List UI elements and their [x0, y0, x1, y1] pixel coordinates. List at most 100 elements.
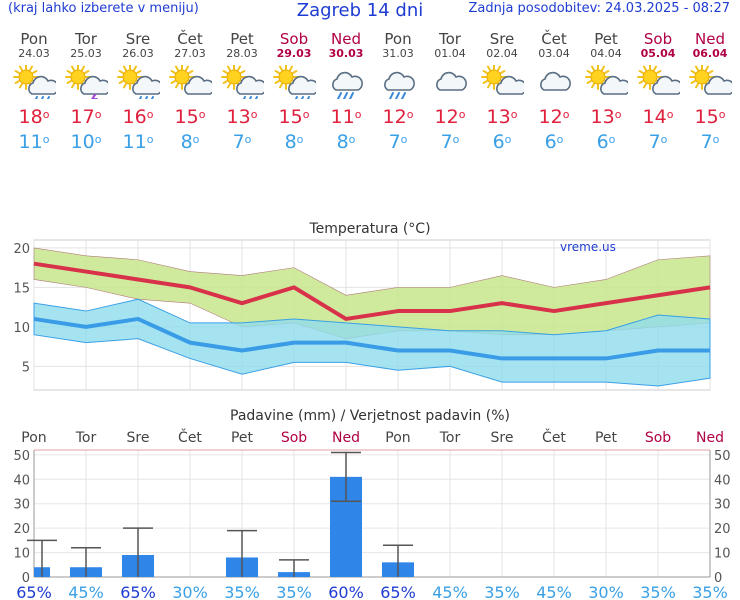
min-temperature: 7o — [700, 131, 720, 153]
x-tick-label: Sre — [127, 430, 150, 446]
temperature-chart-title: Temperatura (°C) — [308, 221, 430, 237]
cloud-icon — [436, 71, 467, 91]
day-name: Sre — [489, 30, 515, 48]
day-name: Pet — [594, 30, 618, 48]
day-column[interactable]: Pon 31.03 12o 7o — [372, 32, 424, 155]
y-tick-label-right: 50 — [714, 449, 731, 464]
min-temperature: 7o — [232, 131, 252, 153]
x-tick-label: Sob — [281, 430, 307, 446]
day-column[interactable]: Čet 03.04 12o 6o — [528, 32, 580, 155]
min-temperature: 7o — [440, 131, 460, 153]
y-tick-label-right: 10 — [714, 547, 731, 562]
day-date: 27.03 — [174, 47, 206, 60]
day-column[interactable]: Pet 28.03 13o 7o — [216, 32, 268, 155]
precipitation-probability: 30% — [588, 583, 624, 600]
precipitation-probability: 35% — [640, 583, 676, 600]
day-column[interactable]: Tor 25.03 17o 10o — [60, 32, 112, 155]
day-column[interactable]: Sob 05.04 14o 7o — [632, 32, 684, 155]
day-date: 02.04 — [486, 47, 518, 60]
sun-cloud-icon — [637, 65, 680, 95]
max-temperature: 11o — [330, 106, 362, 128]
max-temperature: 14o — [642, 106, 674, 128]
day-date: 06.04 — [692, 47, 728, 60]
min-temperature: 10o — [70, 131, 102, 153]
day-date: 01.04 — [434, 47, 466, 60]
cloud-rain-icon — [384, 71, 415, 99]
sun-cloud-rain-icon — [221, 65, 264, 99]
day-date: 03.04 — [538, 47, 570, 60]
y-tick-label-right: 20 — [714, 522, 731, 537]
max-temperature: 12o — [434, 106, 466, 128]
day-column[interactable]: Pon 24.03 18o 11o — [8, 32, 60, 155]
day-name: Tor — [439, 30, 461, 48]
min-temperature-band — [33, 298, 711, 387]
watermark: vreme.us — [560, 240, 616, 254]
min-temperature: 11o — [122, 131, 154, 153]
day-date: 25.03 — [70, 47, 102, 60]
day-date: 31.03 — [382, 47, 414, 60]
precipitation-probability: 30% — [172, 583, 208, 600]
min-temperature: 6o — [544, 131, 564, 153]
precipitation-probability: 65% — [120, 583, 156, 600]
day-date: 26.03 — [122, 47, 154, 60]
x-tick-label: Tor — [439, 430, 461, 446]
daily-forecast-strip: Pon 24.03 18o 11o Tor 25.03 17o 10o Sre 26.03 16o 1… — [8, 32, 736, 172]
x-tick-label: Pon — [385, 430, 410, 446]
max-temperature: 18o — [18, 106, 50, 128]
x-tick-label: Pet — [231, 430, 254, 446]
max-temperature: 13o — [226, 106, 258, 128]
x-tick-label: Ned — [332, 430, 360, 446]
max-temperature-line — [33, 261, 711, 321]
x-tick-label: Sre — [491, 430, 514, 446]
y-tick-label-left: 10 — [13, 547, 30, 562]
y-tick-label: 5 — [22, 360, 30, 375]
day-column[interactable]: Sre 26.03 16o 11o — [112, 32, 164, 155]
precipitation-probability: 35% — [276, 583, 312, 600]
y-tick-label-right: 0 — [714, 571, 722, 586]
day-column[interactable]: Ned 06.04 15o 7o — [684, 32, 736, 155]
day-name: Ned — [695, 30, 725, 48]
sun-cloud-rain-icon — [117, 65, 160, 99]
y-tick-label-right: 40 — [714, 473, 731, 488]
precipitation-probability: 65% — [380, 583, 416, 600]
x-tick-label: Čet — [542, 428, 566, 446]
min-temperature-line — [33, 316, 710, 361]
precipitation-probability: 45% — [536, 583, 572, 600]
min-temperature: 11o — [18, 131, 50, 153]
x-tick-label: Tor — [75, 430, 97, 446]
day-column[interactable]: Tor 01.04 12o 7o — [424, 32, 476, 155]
day-column[interactable]: Pet 04.04 13o 6o — [580, 32, 632, 155]
day-column[interactable]: Ned 30.03 11o 8o — [320, 32, 372, 155]
day-name: Sre — [125, 30, 151, 48]
day-name: Pon — [384, 30, 412, 48]
location-hint: (kraj lahko izberete v meniju) — [8, 1, 199, 16]
day-name: Sob — [643, 30, 673, 48]
day-column[interactable]: Sob 29.03 15o 8o — [268, 32, 320, 155]
sun-cloud-rain-icon — [273, 65, 316, 99]
precipitation-probability: 35% — [224, 583, 260, 600]
min-temperature: 6o — [596, 131, 616, 153]
max-temperature: 16o — [122, 106, 154, 128]
page-title[interactable]: Zagreb 14 dni — [296, 0, 424, 21]
y-tick-label: 10 — [13, 321, 30, 336]
precipitation-probability: 35% — [484, 583, 520, 600]
y-tick-label-right: 30 — [714, 498, 731, 513]
min-temperature: 8o — [284, 131, 304, 153]
max-temperature: 13o — [486, 106, 518, 128]
precipitation-probability: 45% — [68, 583, 104, 600]
y-tick-label-left: 30 — [13, 498, 30, 513]
max-temperature: 12o — [538, 106, 570, 128]
sun-cloud-icon — [585, 65, 628, 95]
min-temperature: 7o — [388, 131, 408, 153]
day-column[interactable]: Čet 27.03 15o 8o — [164, 32, 216, 155]
min-temperature: 6o — [492, 131, 512, 153]
x-tick-label: Čet — [178, 428, 202, 446]
day-name: Sob — [279, 30, 309, 48]
y-tick-label-left: 50 — [13, 449, 30, 464]
x-tick-label: Pet — [595, 430, 618, 446]
day-column[interactable]: Sre 02.04 13o 6o — [476, 32, 528, 155]
precipitation-probability: 35% — [692, 583, 728, 600]
precipitation-probability: 65% — [16, 583, 52, 600]
day-name: Ned — [331, 30, 361, 48]
sun-cloud-icon — [481, 65, 524, 95]
